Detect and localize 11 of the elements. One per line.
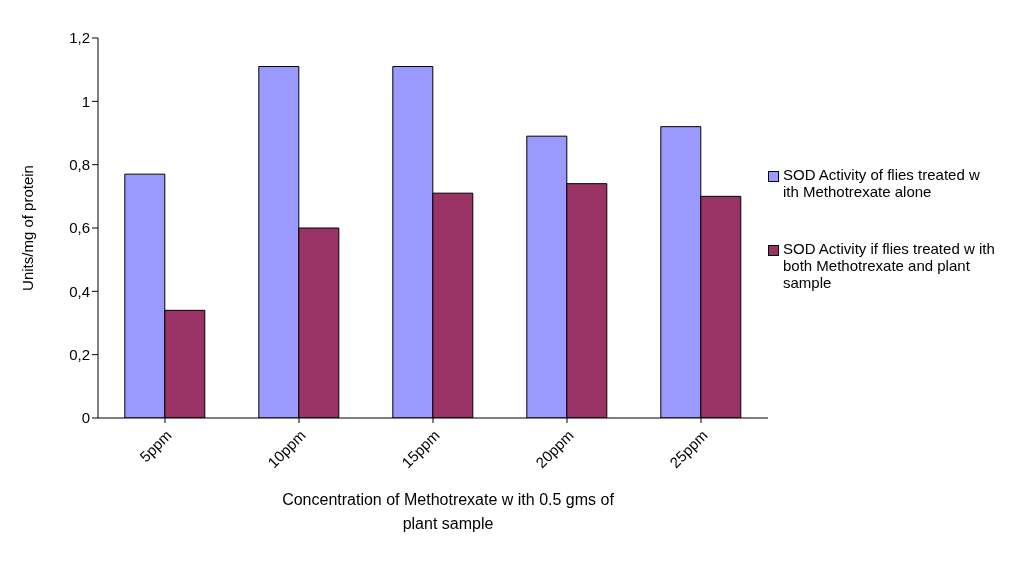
y-tick-label: 0 bbox=[81, 409, 90, 427]
legend-label: SOD Activity if flies treated w ith both Methotrexate and plant sample bbox=[783, 239, 996, 291]
legend-label: SOD Activity of flies treated w ith Methotrexate alone bbox=[783, 165, 981, 200]
y-tick-label: 1 bbox=[81, 92, 90, 110]
y-tick-label: 0,4 bbox=[69, 282, 90, 300]
y-tick-label: 0,2 bbox=[69, 345, 90, 363]
x-axis-title: Concentration of Methotrexate w ith 0.5 gms of plant sample bbox=[281, 490, 615, 534]
y-tick-label: 0,6 bbox=[69, 219, 90, 237]
y-axis-title: Units/mg of protein bbox=[19, 165, 37, 291]
y-tick-label: 1,2 bbox=[69, 29, 90, 47]
y-tick-label: 0,8 bbox=[69, 155, 90, 173]
